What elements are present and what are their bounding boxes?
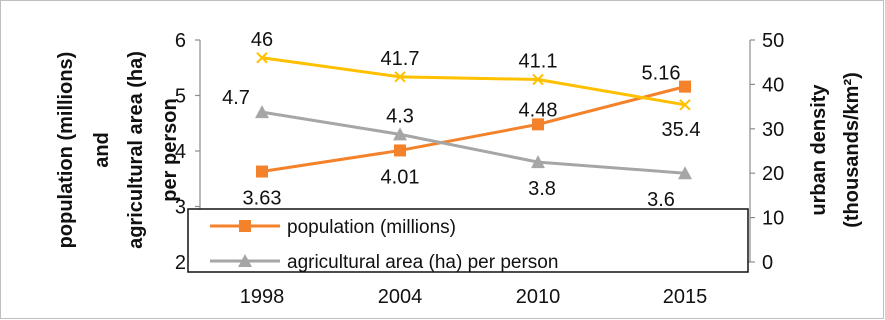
series-marker-triangle	[531, 155, 545, 169]
left-axis-tick-label: 3	[175, 197, 186, 219]
legend-entry-label: agricultural area (ha) per person	[287, 252, 558, 273]
right-axis-tick-label: 30	[762, 119, 784, 141]
legend-box	[187, 208, 749, 273]
data-label: 4.01	[381, 166, 420, 188]
data-label: 4.3	[386, 105, 414, 127]
left-axis-tick-label: 5	[175, 86, 186, 108]
right-axis-title-line: (thousands/km²)	[841, 72, 863, 228]
left-axis-tick-label: 2	[175, 252, 186, 274]
data-label: 41.1	[519, 51, 558, 73]
right-axis-tick-label: 20	[762, 163, 784, 185]
left-axis-tick-label: 4	[175, 141, 186, 163]
left-axis-title-line: population (millions)	[55, 52, 77, 249]
data-label: 5.16	[642, 63, 681, 85]
legend-entry-label: population (millions)	[287, 217, 456, 238]
data-label: 3.6	[647, 189, 675, 211]
series-marker-x	[256, 52, 268, 64]
x-axis-tick-label: 2010	[516, 286, 561, 308]
right-axis-tick-label: 50	[762, 30, 784, 52]
series-marker-triangle	[255, 105, 269, 119]
data-label: 3.63	[243, 188, 282, 210]
right-axis-tick-label: 40	[762, 74, 784, 96]
data-label: 41.7	[381, 48, 420, 70]
data-label: 46	[251, 29, 273, 51]
data-label: 3.8	[528, 178, 556, 200]
left-axis-tick-label: 6	[175, 30, 186, 52]
right-axis-tick-label: 10	[762, 208, 784, 230]
series-marker-triangle	[678, 166, 692, 180]
series-marker-triangle	[393, 127, 407, 141]
x-axis-tick-label: 2004	[378, 286, 423, 308]
legend-marker-triangle	[238, 254, 252, 267]
data-label: 4.48	[519, 99, 558, 121]
series-marker-x	[394, 71, 406, 83]
left-axis-title-line: agricultural area (ha)	[125, 51, 147, 249]
right-axis-tick-label: 0	[762, 252, 773, 274]
series-marker-x	[679, 99, 691, 111]
left-axis-title-line: per person	[159, 98, 181, 201]
series-line	[261, 110, 686, 175]
data-label: 4.7	[222, 87, 250, 109]
series-marker-square	[532, 118, 544, 131]
series-marker-square	[679, 80, 691, 93]
right-axis-title-line: urban density	[808, 84, 830, 216]
x-axis-tick-label: 1998	[240, 286, 285, 308]
series-marker-square	[256, 165, 268, 178]
series-line	[261, 85, 686, 174]
series-marker-square	[394, 144, 406, 157]
data-label: 35.4	[662, 119, 701, 141]
legend-marker-square	[239, 220, 251, 232]
x-axis-tick-label: 2015	[663, 286, 708, 308]
left-axis-title-line: and	[91, 132, 113, 168]
series-marker-x	[532, 73, 544, 86]
series-line	[261, 56, 686, 107]
